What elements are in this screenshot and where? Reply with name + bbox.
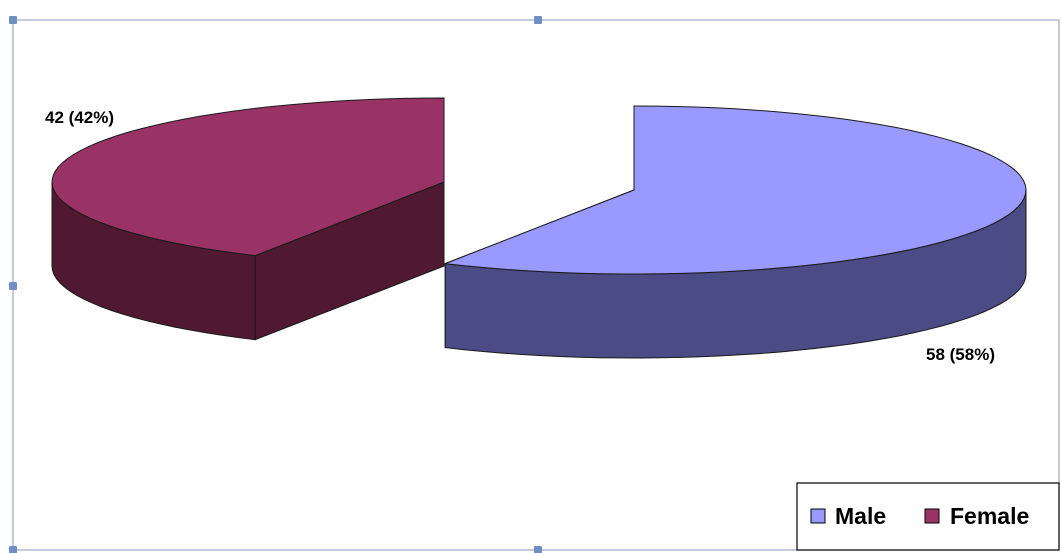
legend: Male Female [796, 482, 1060, 551]
slice-top-female [51, 97, 445, 257]
slice-top-male [445, 105, 1027, 275]
selection-handle[interactable] [534, 16, 542, 24]
selection-handle[interactable] [9, 282, 17, 290]
data-label-female: 42 (42%) [45, 108, 114, 127]
selection-handle[interactable] [9, 546, 17, 553]
legend-label-female: Female [950, 503, 1029, 529]
pie-slices [51, 97, 1027, 359]
legend-label-male: Male [835, 503, 886, 529]
selection-handles[interactable] [9, 16, 542, 553]
legend-swatch-female [924, 508, 940, 524]
selection-handle[interactable] [534, 546, 542, 553]
legend-swatch-male [810, 508, 826, 524]
data-label-male: 58 (58%) [926, 345, 995, 364]
selection-handle[interactable] [9, 16, 17, 24]
